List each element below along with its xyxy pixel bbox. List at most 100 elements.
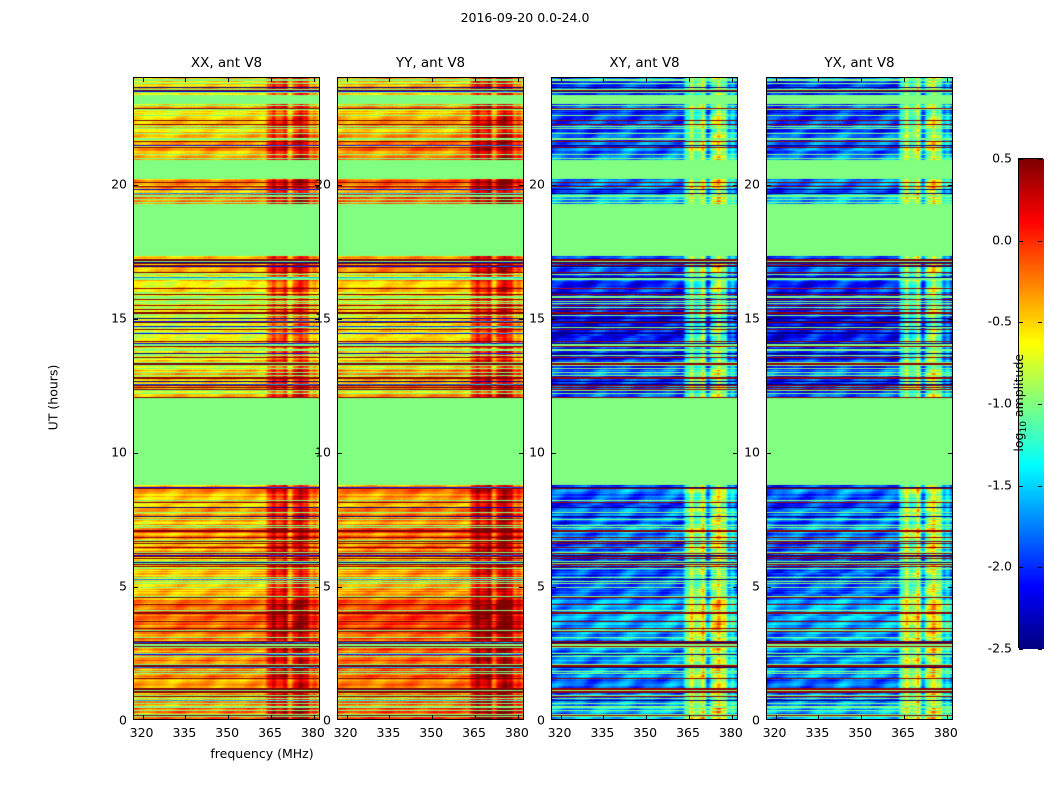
panel-title-yx: YX, ant V8 <box>824 55 895 71</box>
xticklabel-xx-1: 335 <box>172 725 197 740</box>
ytick-xx-3 <box>315 319 319 320</box>
yticklabel-yx-2: 10 <box>744 444 760 460</box>
ytick-yx-4 <box>948 185 952 186</box>
ytick-xy-3 <box>733 319 737 320</box>
colorbar-tick-0 <box>1019 649 1023 650</box>
xtick-yy-4 <box>518 715 519 719</box>
ytick-yx-3 <box>948 319 952 320</box>
colorbar-tick-1 <box>1019 567 1023 568</box>
colorbar-tick-1 <box>1038 567 1042 568</box>
ytick-yy-3 <box>338 319 342 320</box>
heatmap-image-yy <box>338 78 523 719</box>
xtick-xy-2 <box>646 715 647 719</box>
xtick-yx-2 <box>861 715 862 719</box>
xtick-xy-0 <box>561 715 562 719</box>
colorbar-tick-5 <box>1019 241 1023 242</box>
ytick-xy-2 <box>733 453 737 454</box>
colorbar-label-main: log <box>1011 432 1027 452</box>
ytick-yx-1 <box>948 587 952 588</box>
yticklabel-yx-1: 5 <box>752 578 760 594</box>
xtick-yy-1 <box>389 715 390 719</box>
xtick-yx-1 <box>818 78 819 82</box>
xtick-yy-0 <box>347 78 348 82</box>
panel-yy: YY, ant V8 <box>337 55 524 720</box>
xticklabel-yx-4: 380 <box>933 725 958 740</box>
yticklabel-xx-3: 15 <box>111 310 127 326</box>
colorbar <box>1018 158 1044 650</box>
ytick-yx-2 <box>767 453 771 454</box>
heatmap-image-yx <box>767 78 952 719</box>
ytick-yy-1 <box>519 587 523 588</box>
yticklabel-yx-0: 0 <box>752 712 760 728</box>
colorbar-ticklabel-3: -1.0 <box>987 395 1012 411</box>
heatmap-yy[interactable] <box>337 77 524 720</box>
yticklabel-xx-0: 0 <box>119 712 127 728</box>
xtick-xx-3 <box>271 78 272 82</box>
xtick-yy-3 <box>475 715 476 719</box>
xticklabel-xx-4: 380 <box>300 725 325 740</box>
xtick-xy-3 <box>689 78 690 82</box>
colorbar-tick-4 <box>1019 322 1023 323</box>
colorbar-tick-3 <box>1019 404 1023 405</box>
colorbar-label-sub: 10 <box>1018 421 1029 433</box>
xtick-yy-2 <box>432 78 433 82</box>
ytick-yy-1 <box>338 587 342 588</box>
xticklabel-yy-1: 335 <box>376 725 401 740</box>
yticklabel-yx-4: 20 <box>744 176 760 192</box>
yticklabel-yy-4: 20 <box>315 176 331 192</box>
colorbar-ticklabel-5: 0.0 <box>992 232 1012 248</box>
xtick-xy-3 <box>689 715 690 719</box>
ytick-xx-4 <box>134 185 138 186</box>
yticklabel-xx-2: 10 <box>111 444 127 460</box>
xtick-yy-2 <box>432 715 433 719</box>
yticklabel-yx-3: 15 <box>744 310 760 326</box>
xtick-yx-0 <box>776 78 777 82</box>
yticklabel-xy-1: 5 <box>537 578 545 594</box>
colorbar-tick-2 <box>1038 486 1042 487</box>
xticklabel-xx-0: 320 <box>129 725 154 740</box>
xtick-xy-0 <box>561 78 562 82</box>
heatmap-xy[interactable] <box>551 77 738 720</box>
xtick-xy-4 <box>732 715 733 719</box>
colorbar-tick-6 <box>1038 159 1042 160</box>
yticklabel-yy-1: 5 <box>323 578 331 594</box>
xticklabel-yx-1: 335 <box>805 725 830 740</box>
y-axis-label: UT (hours) <box>45 364 61 430</box>
ytick-xy-2 <box>552 453 556 454</box>
ytick-xx-1 <box>315 587 319 588</box>
xticklabel-xy-1: 335 <box>590 725 615 740</box>
xtick-xx-0 <box>143 78 144 82</box>
ytick-xy-4 <box>733 185 737 186</box>
xticklabel-yy-0: 320 <box>333 725 358 740</box>
xticklabel-yy-2: 350 <box>419 725 444 740</box>
ytick-yy-2 <box>519 453 523 454</box>
x-axis-label: frequency (MHz) <box>210 746 314 761</box>
ytick-xy-1 <box>733 587 737 588</box>
colorbar-ticklabel-1: -2.0 <box>987 558 1012 574</box>
ytick-xx-4 <box>315 185 319 186</box>
colorbar-label-tail: amplitude <box>1011 353 1027 422</box>
xtick-yy-3 <box>475 78 476 82</box>
xtick-yy-0 <box>347 715 348 719</box>
colorbar-axis-label: log10 amplitude <box>1011 333 1029 473</box>
ytick-yy-4 <box>338 185 342 186</box>
xtick-xy-1 <box>603 715 604 719</box>
panel-yx: YX, ant V8 <box>766 55 953 720</box>
figure-title: 2016-09-20 0.0-24.0 <box>460 10 590 25</box>
colorbar-tick-4 <box>1038 322 1042 323</box>
xtick-xx-1 <box>185 78 186 82</box>
xtick-xy-1 <box>603 78 604 82</box>
colorbar-tick-2 <box>1019 486 1023 487</box>
colorbar-tick-0 <box>1038 649 1042 650</box>
xtick-yx-4 <box>947 715 948 719</box>
ytick-yx-1 <box>767 587 771 588</box>
heatmap-image-xy <box>552 78 737 719</box>
heatmap-xx[interactable] <box>133 77 320 720</box>
ytick-xx-2 <box>134 453 138 454</box>
colorbar-gradient <box>1018 158 1044 650</box>
xtick-yx-2 <box>861 78 862 82</box>
colorbar-ticklabel-0: -2.5 <box>987 640 1012 656</box>
yticklabel-xy-2: 10 <box>529 444 545 460</box>
heatmap-yx[interactable] <box>766 77 953 720</box>
